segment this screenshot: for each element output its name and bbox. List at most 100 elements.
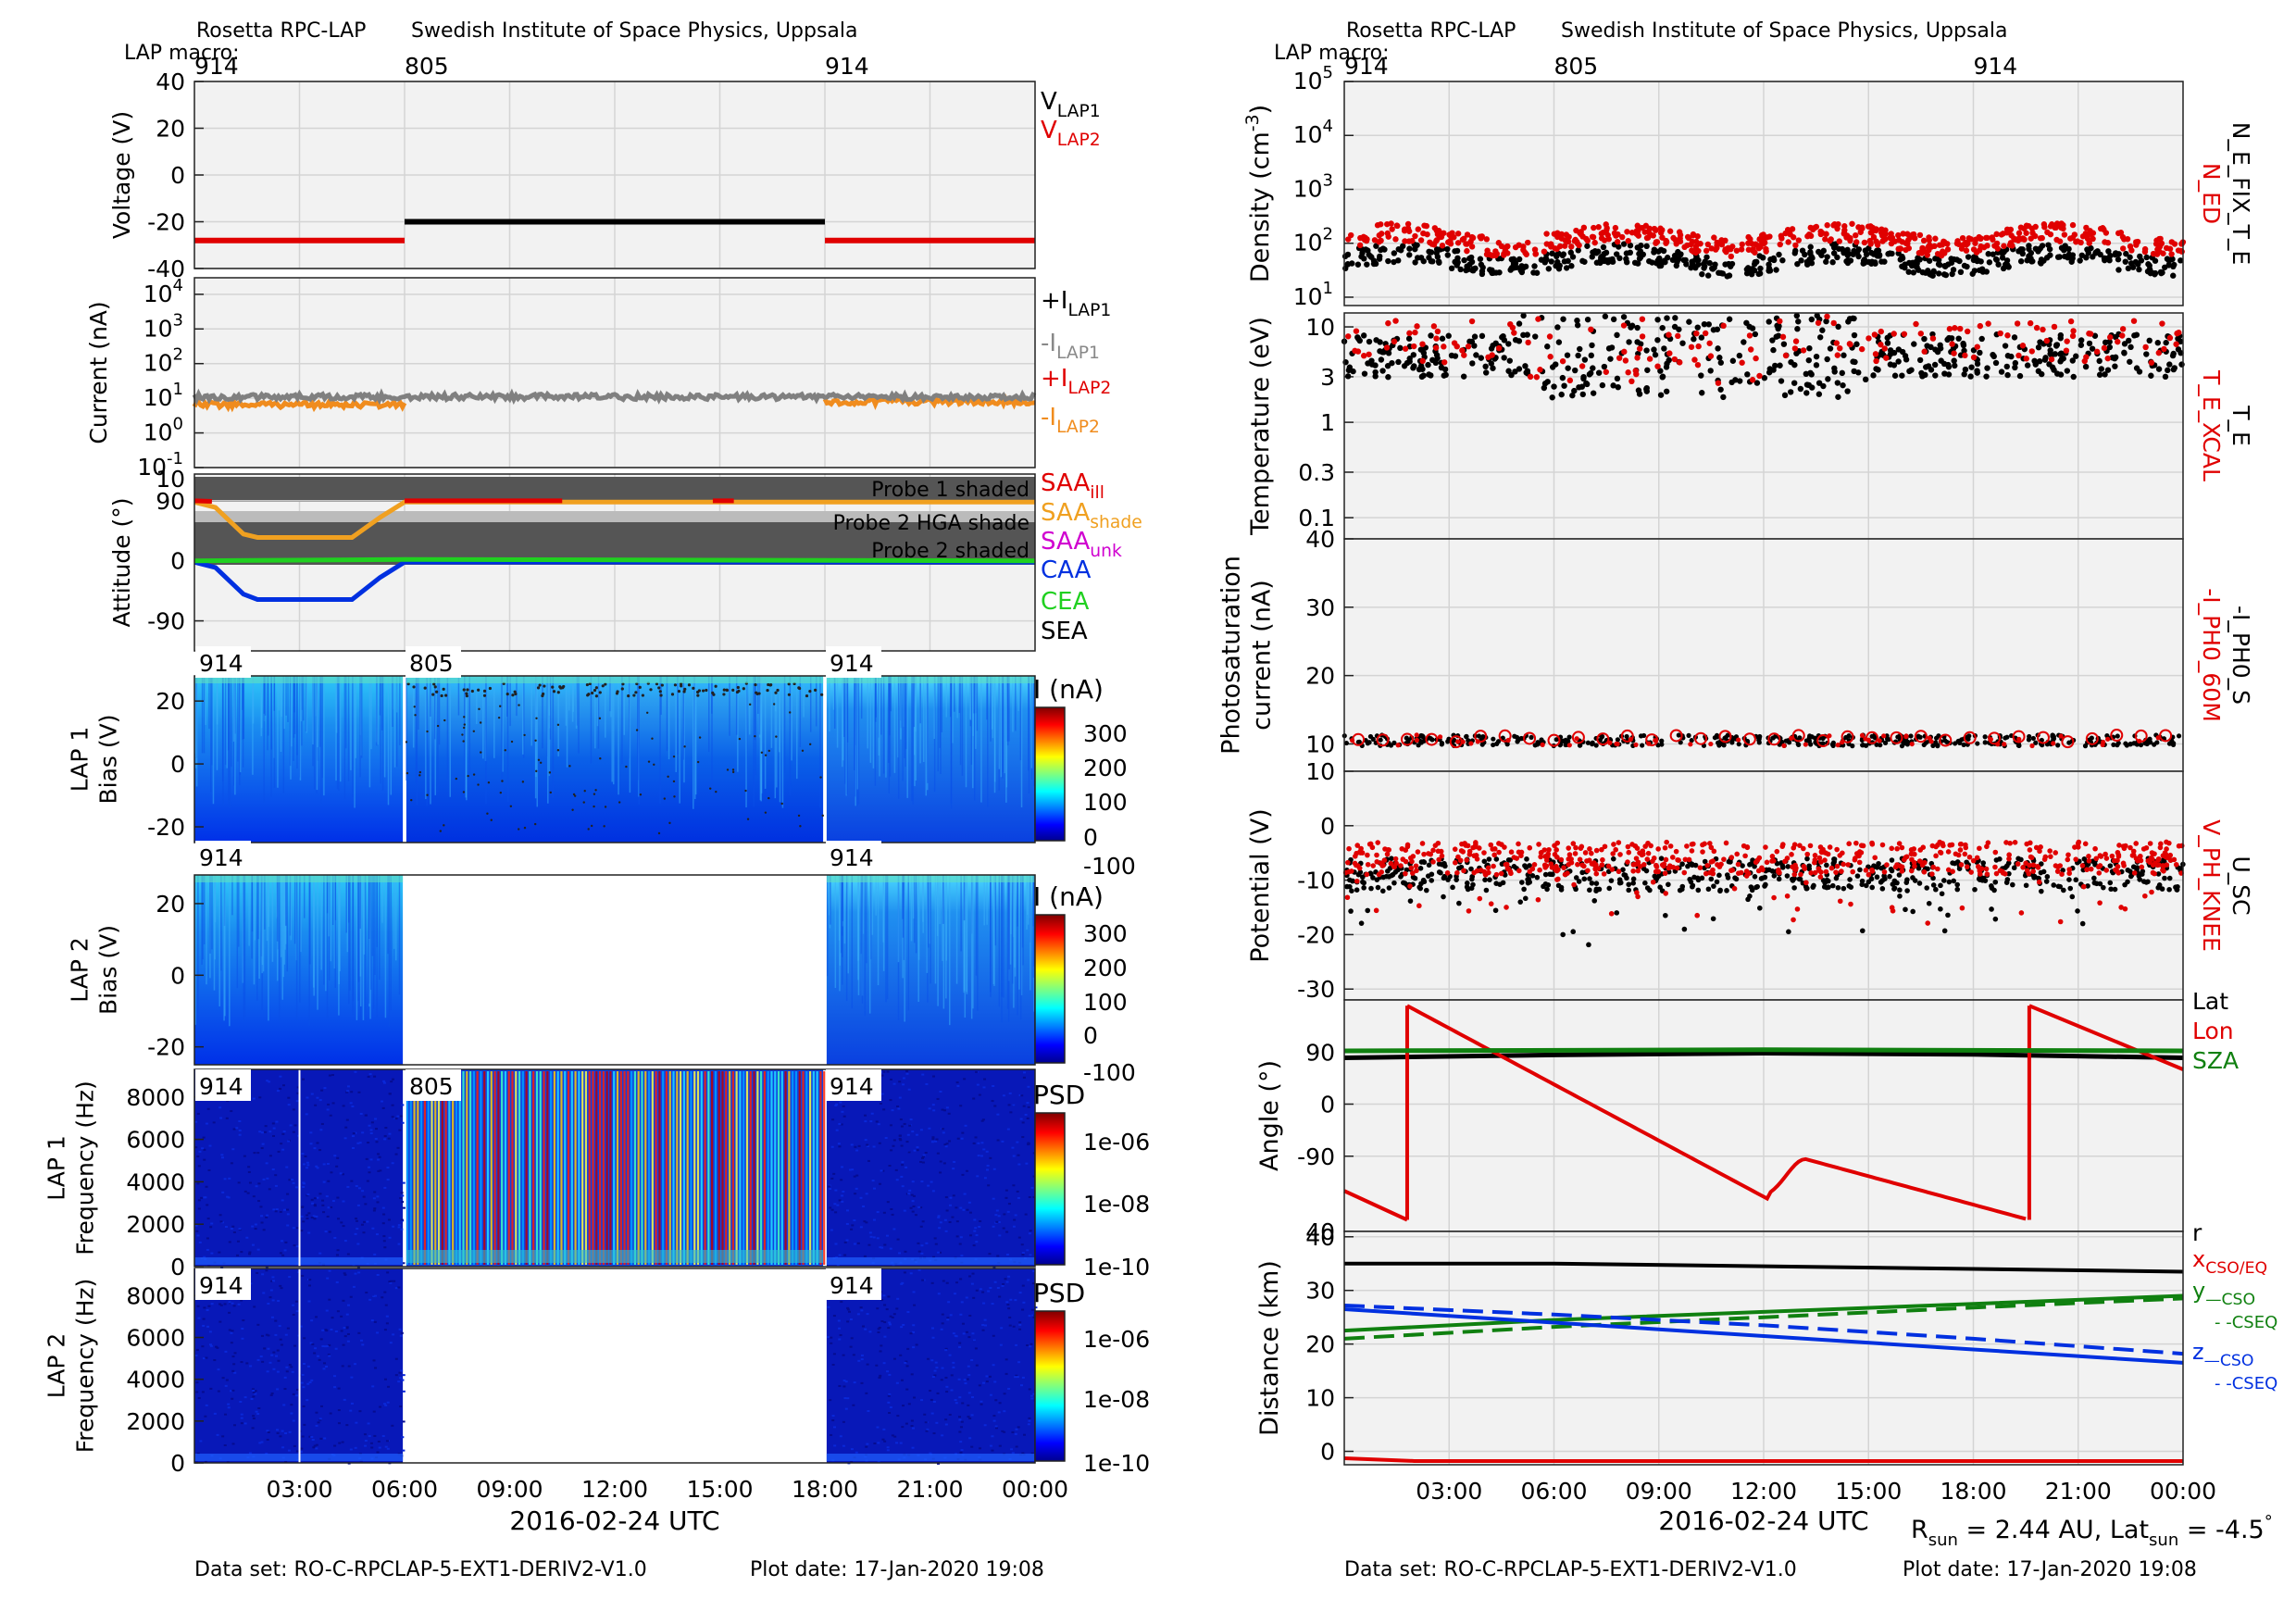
legend-entry: CEA	[1041, 588, 1090, 616]
psd-noise	[285, 1370, 289, 1373]
psd-noise	[374, 1367, 378, 1369]
psd-noise	[265, 1266, 268, 1268]
heatmap-dot	[722, 693, 726, 696]
psd-noise	[888, 1412, 892, 1415]
psd-noise	[844, 1380, 848, 1383]
data-point-T_E	[1577, 345, 1583, 353]
psd-low-band	[826, 1454, 1035, 1461]
psd-noise	[284, 1431, 288, 1434]
psd-noise	[387, 1218, 391, 1221]
psd-noise	[336, 1310, 340, 1313]
psd-noise	[1032, 1393, 1036, 1395]
data-point-T_E	[1984, 365, 1990, 371]
data-point-N_ED	[1523, 251, 1529, 257]
psd-noise	[252, 1395, 256, 1398]
colorbar	[1034, 1310, 1066, 1462]
data-point-N_E_FIX_T_E	[1756, 253, 1763, 259]
psd-noise	[292, 1227, 295, 1230]
data-point--I_PH0_S	[1908, 733, 1914, 739]
data-point-T_E	[1389, 359, 1395, 367]
psd-noise	[388, 1236, 392, 1239]
psd-noise	[969, 1234, 973, 1237]
psd-noise	[1018, 1093, 1022, 1096]
psd-noise	[230, 1390, 233, 1393]
psd-noise	[387, 1137, 391, 1140]
psd-noise	[231, 1355, 235, 1358]
psd-noise	[895, 1307, 899, 1310]
data-point-N_ED	[1389, 226, 1395, 232]
data-point-T_E_XCAL	[1525, 339, 1531, 346]
data-point-N_ED	[1454, 240, 1462, 246]
data-point-T_E_XCAL	[1507, 320, 1514, 328]
psd-noise	[960, 1255, 964, 1257]
psd-noise	[215, 1345, 218, 1348]
y-tick-label: 0	[170, 548, 185, 575]
data-point-T_E	[2171, 365, 2177, 371]
data-point-T_E	[1442, 371, 1449, 379]
psd-noise	[204, 1196, 207, 1199]
data-point-N_E_FIX_T_E	[1887, 250, 1893, 256]
psd-noise	[364, 1439, 368, 1442]
psd-noise	[206, 1107, 210, 1110]
heatmap-dot	[649, 688, 653, 692]
heatmap-dot	[604, 682, 607, 686]
heatmap-dot	[523, 826, 527, 830]
data-point-N_ED	[1747, 236, 1753, 243]
psd-noise	[930, 1412, 934, 1415]
psd-stripe	[616, 1071, 619, 1265]
psd-low-band	[826, 1257, 1035, 1265]
heatmap-dot	[682, 690, 686, 693]
data-point-T_E_XCAL	[1535, 316, 1541, 322]
psd-noise	[223, 1178, 227, 1181]
colorbar-tick-label: 1e-06	[1083, 1129, 1150, 1156]
heatmap-dot	[658, 690, 662, 693]
psd-noise	[834, 1189, 838, 1192]
psd-noise	[892, 1082, 896, 1085]
psd-noise	[300, 1230, 304, 1232]
psd-noise	[1032, 1269, 1036, 1272]
psd-noise	[940, 1379, 943, 1381]
psd-noise	[870, 1112, 874, 1115]
psd-noise	[948, 1354, 952, 1356]
data-point--I_PH0_S	[2026, 737, 2032, 743]
heatmap-dot	[615, 692, 619, 695]
data-point-T_E	[1741, 339, 1747, 345]
psd-noise	[958, 1243, 962, 1245]
psd-noise	[851, 1224, 855, 1227]
psd-noise	[934, 1243, 938, 1245]
data-point-N_E_FIX_T_E	[2103, 256, 2110, 262]
psd-noise	[940, 1328, 943, 1330]
psd-noise	[953, 1293, 956, 1295]
data-point-T_E_XCAL	[1866, 335, 1872, 342]
psd-noise	[397, 1226, 401, 1229]
y-axis-label: LAP 2 Frequency (Hz)	[44, 1279, 99, 1454]
data-point-N_ED	[2160, 250, 2166, 256]
psd-noise	[1015, 1343, 1018, 1346]
psd-noise	[256, 1152, 260, 1155]
data-point-T_E_XCAL	[1970, 354, 1978, 361]
psd-noise	[198, 1241, 202, 1243]
data-point-N_ED	[2017, 224, 2025, 231]
data-point-N_ED	[1867, 241, 1874, 247]
data-point-N_E_FIX_T_E	[1861, 259, 1868, 266]
data-point--I_PH0_S	[1982, 740, 1988, 745]
colorbar-tick-label: 300	[1083, 920, 1128, 947]
data-point-N_ED	[1853, 231, 1859, 239]
data-point-T_E	[1855, 369, 1862, 376]
psd-noise	[277, 1150, 281, 1153]
heatmap-dot	[412, 685, 416, 689]
psd-noise	[983, 1078, 987, 1081]
psd-noise	[307, 1300, 311, 1303]
data-point-T_E	[2058, 350, 2065, 356]
series-line-SAAshade	[193, 499, 1035, 540]
macro-box-bg	[826, 841, 881, 872]
data-point--I_PH0_S	[1566, 734, 1572, 740]
data-point-T_E	[1945, 371, 1953, 378]
psd-noise	[854, 1193, 857, 1195]
psd-noise	[226, 1195, 230, 1198]
psd-noise	[398, 1129, 402, 1131]
psd-noise	[1006, 1210, 1010, 1213]
data-point--I_PH0_S	[1391, 740, 1397, 745]
psd-noise	[944, 1349, 948, 1352]
psd-noise	[959, 1105, 963, 1107]
